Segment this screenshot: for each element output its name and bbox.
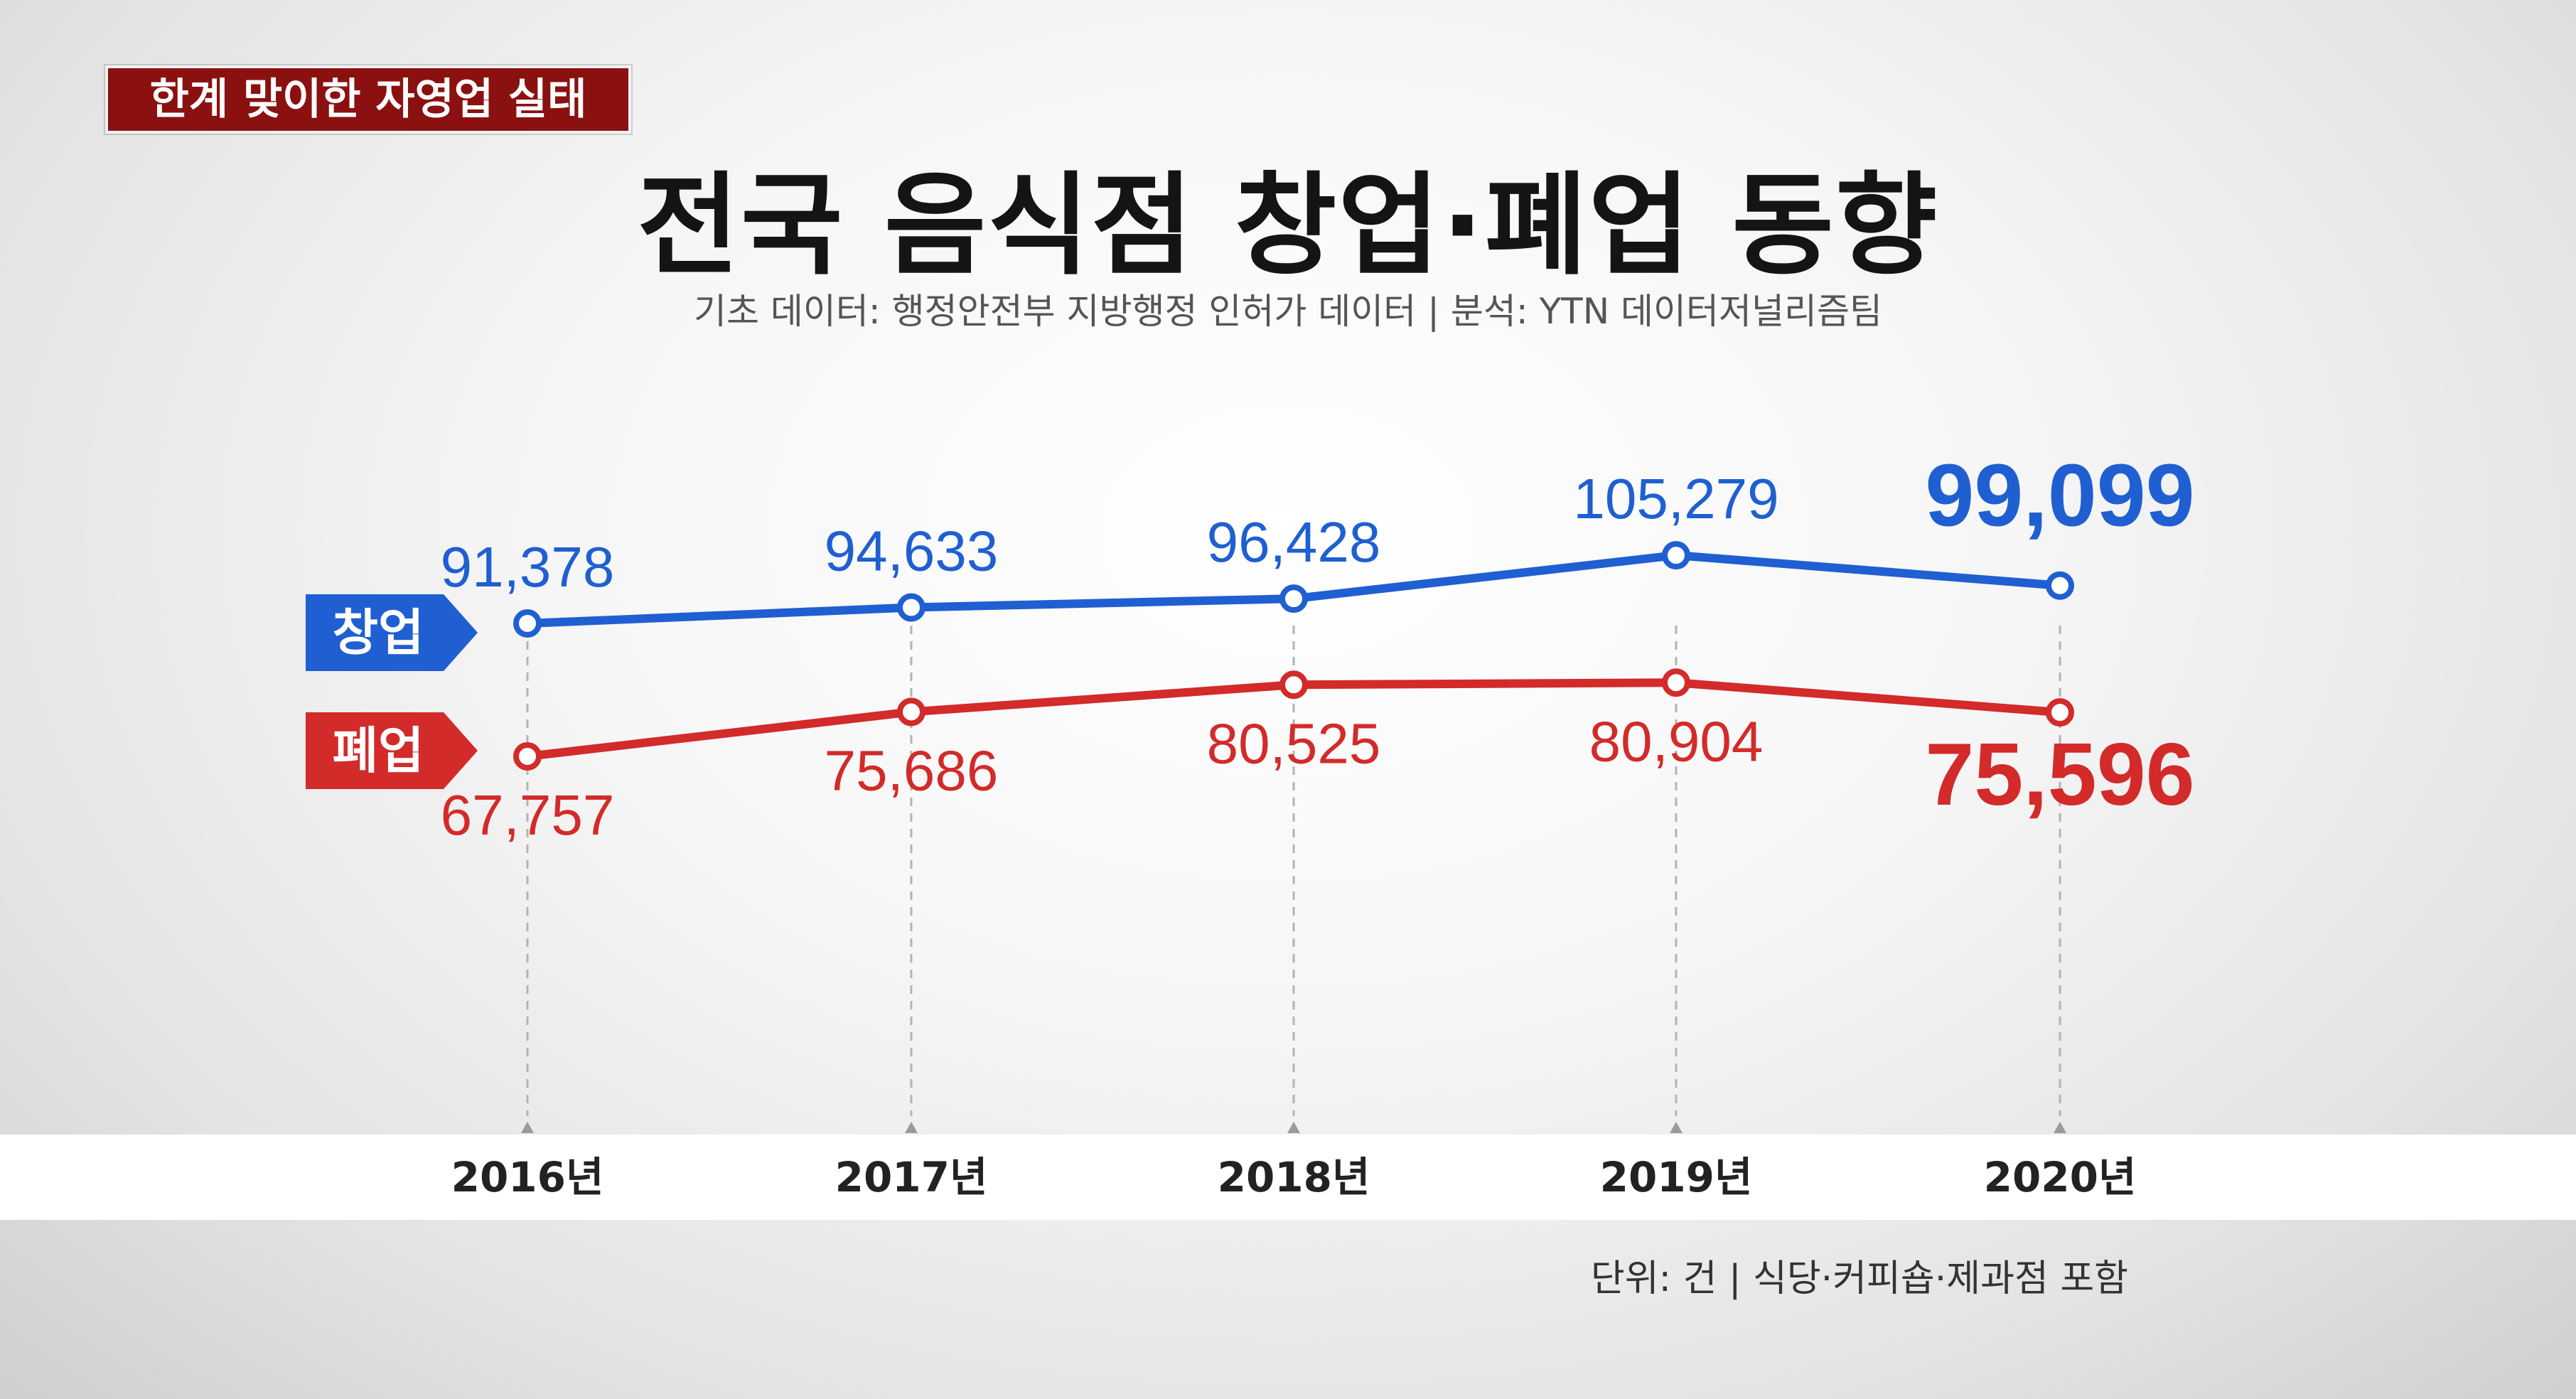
- x-tick-label: 2020년: [1984, 1153, 2137, 1201]
- data-point: [2046, 571, 2074, 600]
- data-label: 105,279: [1573, 467, 1778, 530]
- chart-title: 전국 음식점 창업·폐업 동향: [637, 161, 1939, 290]
- x-tick-label: 2018년: [1218, 1153, 1370, 1201]
- x-axis-band: [0, 1135, 2576, 1220]
- unit-note: 단위: 건 | 식당·커피숍·제과점 포함: [1590, 1258, 2128, 1300]
- data-source-note: 기초 데이터: 행정안전부 지방행정 인허가 데이터 | 분석: YTN 데이터…: [693, 291, 1883, 332]
- tick-marker: [1287, 1122, 1300, 1133]
- x-axis-ticks: 2016년 2017년 2018년 2019년 2020년: [451, 1153, 2137, 1201]
- tick-marker: [905, 1122, 918, 1133]
- tick-marker: [1670, 1122, 1683, 1133]
- data-label: 80,525: [1207, 712, 1381, 775]
- data-label: 96,428: [1207, 510, 1381, 574]
- data-point: [513, 609, 542, 638]
- vertical-guide-lines: [521, 626, 2066, 1133]
- data-label: 67,757: [441, 783, 615, 847]
- series-layer: 91,378 94,633 96,428 105,279 99,099 67,757 75,…: [441, 447, 2195, 847]
- data-point: [2046, 698, 2074, 727]
- data-label: 91,378: [441, 535, 615, 599]
- legend-item: 폐업: [306, 712, 478, 789]
- data-point: [1662, 668, 1690, 697]
- data-label-latest: 75,596: [1925, 726, 2194, 824]
- tick-marker: [521, 1122, 534, 1133]
- x-tick-label: 2019년: [1600, 1153, 1753, 1201]
- legend-label: 폐업: [333, 722, 424, 780]
- x-tick-label: 2016년: [451, 1153, 604, 1201]
- legend-tag-shape: [306, 594, 478, 671]
- data-point: [1279, 670, 1308, 700]
- data-point: [1279, 584, 1308, 613]
- data-label: 94,633: [825, 520, 999, 583]
- data-point: [897, 697, 925, 727]
- data-point: [513, 742, 542, 771]
- data-label: 80,904: [1589, 709, 1764, 773]
- tick-marker: [2054, 1122, 2066, 1133]
- topic-badge: 한계 맞이한 자영업 실태: [105, 65, 631, 134]
- x-tick-label: 2017년: [835, 1153, 988, 1201]
- legend-label: 창업: [333, 604, 424, 662]
- data-point: [897, 593, 925, 622]
- data-label: 75,686: [825, 739, 999, 802]
- legend-tag-shape: [306, 712, 478, 789]
- data-point: [1662, 541, 1690, 570]
- legend-item: 창업: [306, 594, 478, 671]
- data-label-latest: 99,099: [1925, 447, 2194, 545]
